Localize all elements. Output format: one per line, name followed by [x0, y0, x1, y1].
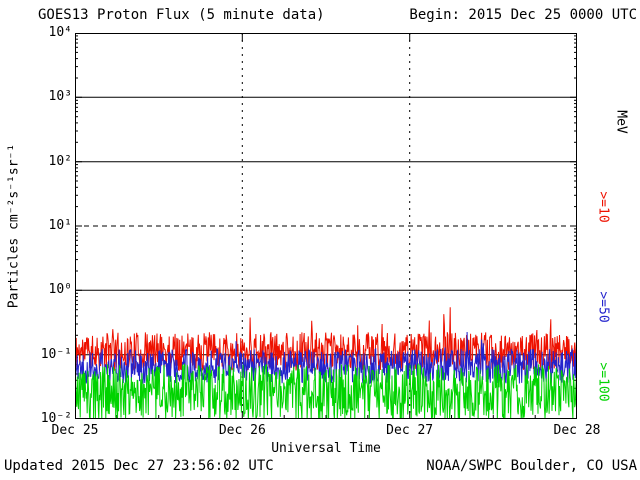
x-tick-label: Dec 26 — [218, 423, 266, 438]
y-tick-label: 10⁻¹ — [40, 346, 72, 362]
x-tick-label: Dec 27 — [386, 423, 434, 438]
plot-area — [75, 33, 577, 419]
y-axis-label: Particles cm⁻²s⁻¹sr⁻¹ — [6, 143, 22, 309]
plot-frame — [75, 33, 577, 419]
series-line-50-mev — [75, 331, 577, 385]
y-tick-label: 10⁴ — [48, 25, 72, 40]
y-tick-label: 10¹ — [48, 218, 72, 233]
credit-label: NOAA/SWPC Boulder, CO USA — [426, 458, 637, 474]
legend-label-10: >=10 — [595, 191, 611, 223]
y-tick-label: 10⁰ — [48, 282, 72, 298]
updated-timestamp: Updated 2015 Dec 27 23:56:02 UTC — [4, 458, 274, 474]
x-tick-label: Dec 28 — [553, 423, 601, 438]
x-axis-label: Universal Time — [271, 441, 381, 456]
series-line-100-mev — [75, 362, 577, 419]
y-tick-label: 10³ — [48, 89, 72, 105]
chart-title: GOES13 Proton Flux (5 minute data) — [38, 7, 325, 23]
x-tick-label: Dec 25 — [51, 423, 99, 438]
legend-label-100: >=100 — [595, 362, 611, 402]
y-tick-label: 10⁻² — [40, 411, 72, 426]
legend-label-50: >=50 — [595, 291, 611, 323]
plot-canvas — [75, 33, 577, 419]
begin-timestamp: Begin: 2015 Dec 25 0000 UTC — [409, 7, 637, 23]
y-tick-label: 10² — [48, 153, 72, 169]
right-axis-unit-label: MeV — [613, 110, 629, 134]
